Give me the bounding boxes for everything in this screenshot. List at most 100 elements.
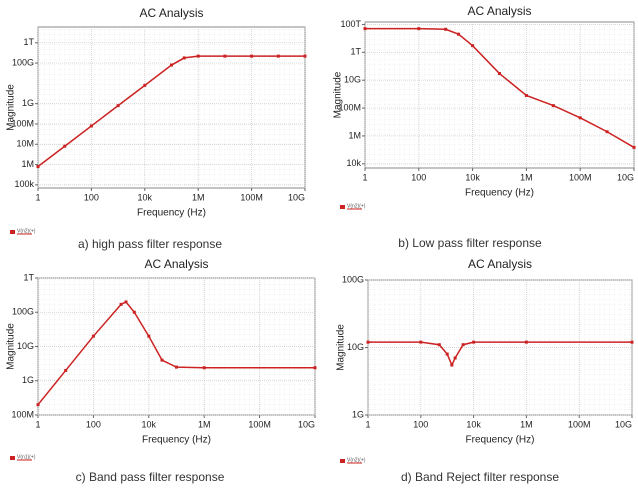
y-tick-label: 1T bbox=[350, 47, 361, 57]
point-marker bbox=[223, 54, 227, 58]
legend-swatch bbox=[340, 459, 345, 463]
point-marker bbox=[437, 343, 441, 347]
caption: c) Band pass filter response bbox=[76, 470, 225, 484]
legend-swatch bbox=[340, 205, 345, 209]
point-marker bbox=[202, 366, 206, 370]
point-marker bbox=[89, 124, 93, 128]
point-marker bbox=[366, 340, 370, 344]
point-marker bbox=[36, 403, 40, 407]
y-tick-label: 1G bbox=[352, 409, 364, 419]
y-axis-label: Magnitude bbox=[6, 84, 17, 131]
y-tick-label: 1T bbox=[23, 272, 34, 282]
point-marker bbox=[182, 56, 186, 60]
x-tick-label: 10G bbox=[617, 172, 634, 182]
x-tick-label: 10G bbox=[288, 192, 305, 202]
plot-area bbox=[37, 26, 306, 189]
y-tick-label: 1T bbox=[23, 37, 34, 47]
x-axis-label: Frequency (Hz) bbox=[142, 435, 211, 446]
legend-swatch bbox=[10, 230, 15, 234]
x-tick-label: 1M bbox=[520, 172, 533, 182]
point-marker bbox=[419, 340, 423, 344]
point-marker bbox=[363, 27, 367, 31]
chart-title: AC Analysis bbox=[468, 257, 532, 271]
x-tick-label: 1 bbox=[35, 192, 40, 202]
x-tick-label: 10G bbox=[298, 419, 315, 429]
point-marker bbox=[461, 343, 465, 347]
point-marker bbox=[551, 104, 555, 108]
y-axis-label: Magnitude bbox=[336, 324, 347, 371]
x-tick-label: 10G bbox=[615, 419, 632, 429]
caption: b) Low pass filter response bbox=[398, 236, 542, 250]
x-tick-label: 100 bbox=[411, 172, 426, 182]
point-marker bbox=[313, 366, 317, 370]
x-tick-label: 10k bbox=[142, 419, 157, 429]
chart-title: AC Analysis bbox=[467, 4, 531, 18]
x-tick-label: 100 bbox=[84, 192, 99, 202]
x-tick-label: 1M bbox=[198, 419, 211, 429]
point-marker bbox=[196, 54, 200, 58]
point-marker bbox=[119, 302, 123, 306]
legend-label: V(n2)(+) bbox=[17, 228, 36, 234]
x-tick-label: 1M bbox=[520, 419, 533, 429]
x-tick-label: 1M bbox=[192, 192, 205, 202]
point-marker bbox=[175, 365, 178, 369]
y-tick-label: 100G bbox=[12, 57, 34, 67]
x-axis-label: Frequency (Hz) bbox=[137, 208, 206, 219]
x-tick-label: 100 bbox=[86, 419, 101, 429]
x-tick-label: 1 bbox=[365, 419, 370, 429]
x-tick-label: 100M bbox=[240, 192, 263, 202]
point-marker bbox=[450, 363, 454, 367]
y-tick-label: 10k bbox=[346, 158, 361, 168]
point-marker bbox=[578, 116, 582, 120]
point-marker bbox=[36, 165, 40, 169]
legend-label: V(n2)(+) bbox=[347, 203, 366, 209]
x-tick-label: 10k bbox=[138, 192, 153, 202]
point-marker bbox=[472, 340, 476, 344]
point-marker bbox=[453, 356, 457, 360]
legend-swatch bbox=[10, 456, 15, 460]
point-marker bbox=[143, 83, 147, 87]
point-marker bbox=[524, 93, 528, 97]
y-tick-label: 1G bbox=[22, 375, 34, 385]
point-marker bbox=[250, 54, 254, 58]
x-tick-label: 100M bbox=[568, 419, 591, 429]
caption: a) high pass filter response bbox=[78, 237, 222, 251]
point-marker bbox=[63, 144, 67, 148]
x-tick-label: 1 bbox=[362, 172, 367, 182]
point-marker bbox=[457, 32, 461, 36]
y-tick-label: 1M bbox=[21, 159, 34, 169]
y-tick-label: 1G bbox=[22, 98, 34, 108]
point-marker bbox=[147, 334, 151, 338]
y-tick-label: 100k bbox=[14, 179, 34, 189]
point-marker bbox=[64, 368, 68, 372]
y-tick-label: 100T bbox=[340, 19, 361, 29]
y-tick-label: 100G bbox=[12, 307, 34, 317]
point-marker bbox=[498, 72, 501, 76]
x-tick-label: 10k bbox=[465, 172, 480, 182]
plot-area bbox=[364, 21, 635, 169]
y-tick-label: 100M bbox=[11, 118, 34, 128]
point-marker bbox=[303, 54, 307, 58]
point-marker bbox=[417, 27, 421, 31]
x-axis-label: Frequency (Hz) bbox=[466, 435, 535, 446]
chart-title: AC Analysis bbox=[139, 6, 203, 20]
point-marker bbox=[444, 27, 448, 31]
y-tick-label: 100M bbox=[338, 102, 361, 112]
caption: d) Band Reject filter response bbox=[401, 470, 559, 484]
y-tick-label: 10G bbox=[344, 75, 361, 85]
y-tick-label: 10M bbox=[16, 139, 34, 149]
point-marker bbox=[116, 104, 120, 108]
y-tick-label: 10G bbox=[347, 342, 364, 352]
y-tick-label: 1M bbox=[348, 130, 361, 140]
series-line bbox=[37, 55, 305, 168]
point-marker bbox=[91, 334, 95, 338]
x-tick-label: 1 bbox=[35, 419, 40, 429]
point-marker bbox=[170, 63, 173, 67]
y-tick-label: 100M bbox=[11, 409, 34, 419]
point-marker bbox=[632, 145, 636, 149]
legend-label: V(n1)(+) bbox=[17, 454, 36, 460]
point-marker bbox=[132, 310, 136, 314]
x-tick-label: 100 bbox=[413, 419, 428, 429]
point-marker bbox=[605, 130, 609, 134]
